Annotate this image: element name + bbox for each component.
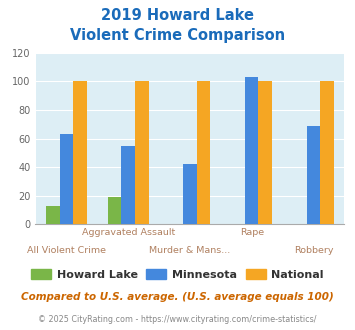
- Text: 2019 Howard Lake: 2019 Howard Lake: [101, 8, 254, 23]
- Bar: [307, 126, 320, 224]
- Legend: Howard Lake, Minnesota, National: Howard Lake, Minnesota, National: [27, 265, 328, 284]
- Bar: [245, 77, 258, 224]
- Bar: [108, 197, 121, 224]
- Text: Violent Crime Comparison: Violent Crime Comparison: [70, 28, 285, 43]
- Text: Robbery: Robbery: [294, 246, 333, 255]
- Bar: [121, 146, 135, 224]
- Bar: [183, 164, 197, 224]
- Bar: [135, 82, 148, 224]
- Text: All Violent Crime: All Violent Crime: [27, 246, 106, 255]
- Bar: [46, 206, 60, 224]
- Bar: [320, 82, 334, 224]
- Bar: [60, 134, 73, 224]
- Text: Rape: Rape: [240, 228, 264, 237]
- Text: Compared to U.S. average. (U.S. average equals 100): Compared to U.S. average. (U.S. average …: [21, 292, 334, 302]
- Bar: [197, 82, 210, 224]
- Text: Aggravated Assault: Aggravated Assault: [82, 228, 175, 237]
- Text: © 2025 CityRating.com - https://www.cityrating.com/crime-statistics/: © 2025 CityRating.com - https://www.city…: [38, 315, 317, 324]
- Text: Murder & Mans...: Murder & Mans...: [149, 246, 230, 255]
- Bar: [73, 82, 87, 224]
- Bar: [258, 82, 272, 224]
